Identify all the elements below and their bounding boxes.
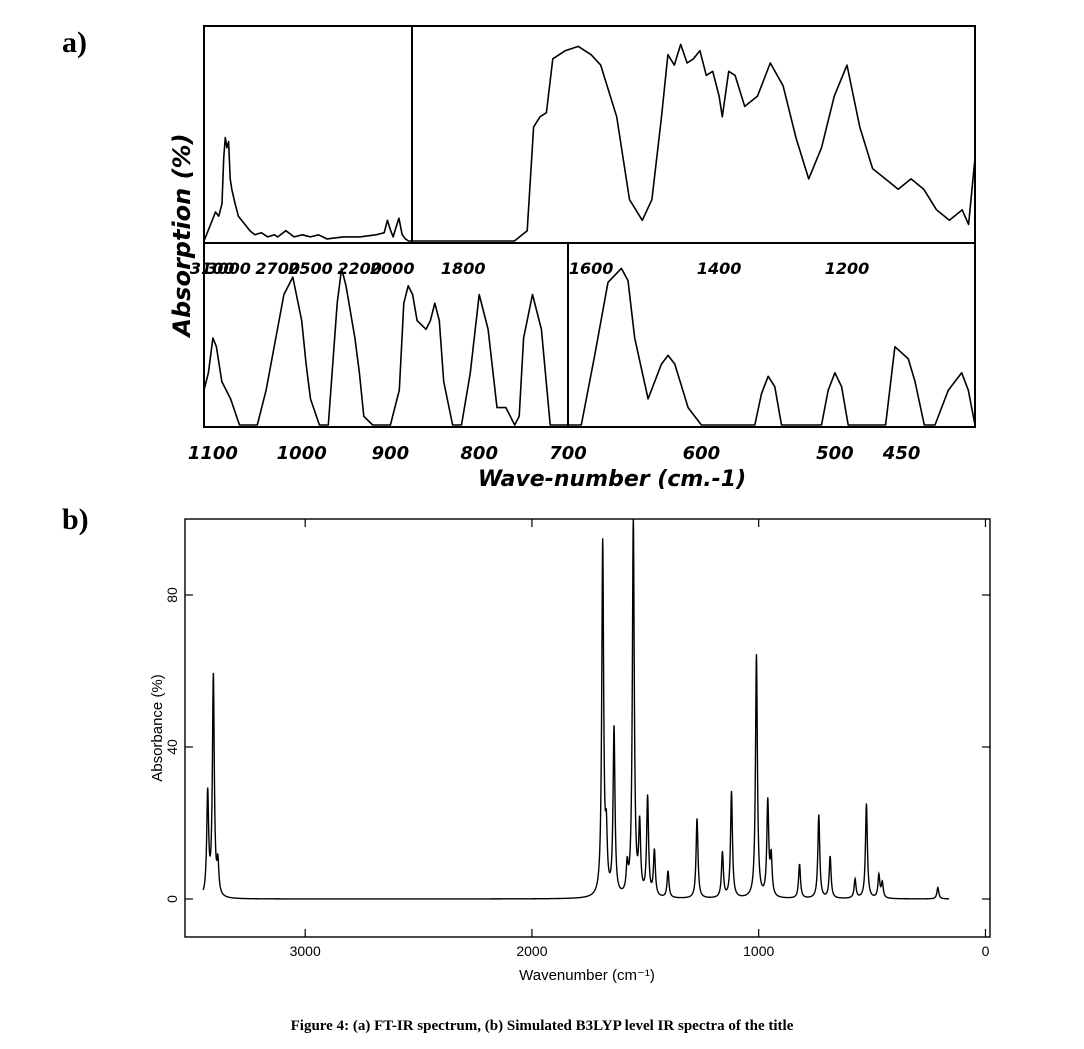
ftir-tick-label: 2200 bbox=[337, 259, 382, 278]
simulated-ir-ticks: 3000 2000 1000 0 0 40 80 bbox=[164, 519, 990, 959]
ftir-tick-label: 1400 bbox=[697, 259, 742, 278]
ftir-tick-label: 2500 bbox=[288, 259, 333, 278]
figure-caption: Figure 4: (a) FT-IR spectrum, (b) Simula… bbox=[290, 1018, 794, 1034]
simulated-ir-frame-rect bbox=[184, 518, 991, 938]
panel-label-b: b) bbox=[62, 503, 89, 536]
y-tick-label: 40 bbox=[164, 739, 180, 755]
x-tick-label: 1000 bbox=[743, 943, 774, 959]
ftir-tick-label: 600 bbox=[683, 443, 721, 464]
panel-label-a: a) bbox=[62, 26, 87, 59]
ftir-tick-label: 3000 bbox=[206, 259, 251, 278]
simulated-ir-x-axis-label: Wavenumber (cm⁻¹) bbox=[519, 967, 655, 984]
ftir-tick-label: 450 bbox=[882, 443, 921, 464]
ftir-tick-label: 2000 bbox=[370, 259, 415, 278]
simulated-ir-spectrum-line bbox=[202, 518, 950, 900]
ftir-tick-label: 900 bbox=[372, 443, 410, 464]
y-tick-label: 0 bbox=[164, 895, 180, 903]
x-tick-label: 3000 bbox=[290, 943, 321, 959]
ftir-tick-label: 500 bbox=[816, 443, 854, 464]
ftir-tick-label: 1800 bbox=[441, 259, 486, 278]
ftir-tick-label: 800 bbox=[460, 443, 498, 464]
ftir-tick-label: 1200 bbox=[825, 259, 870, 278]
ftir-tick-label: 3100 bbox=[190, 259, 235, 278]
ftir-series-1100-700 bbox=[203, 267, 568, 426]
ftir-series-1800-1000 bbox=[412, 43, 976, 242]
ftir-tick-label: 1000 bbox=[277, 443, 327, 464]
ftir-series-3200-2000 bbox=[203, 136, 412, 242]
ftir-series-700-400 bbox=[568, 267, 976, 426]
x-tick-label: 0 bbox=[982, 943, 990, 959]
ftir-y-axis-label: Absorption (%) bbox=[168, 133, 196, 338]
simulated-ir-plot-frame bbox=[184, 518, 991, 938]
ftir-outer-frame bbox=[203, 25, 976, 428]
ftir-x-axis-label: Wave-number (cm.-1) bbox=[478, 467, 746, 492]
ftir-tick-label: 700 bbox=[549, 443, 587, 464]
x-tick-label: 2000 bbox=[516, 943, 547, 959]
ftir-spectrum-lines bbox=[203, 43, 976, 426]
simulated-ir-y-axis-label: Absorbance (%) bbox=[149, 674, 166, 782]
y-tick-label: 80 bbox=[164, 587, 180, 603]
ftir-tick-label: 2700 bbox=[255, 259, 300, 278]
ftir-plot-frames bbox=[203, 25, 976, 428]
ftir-tick-label: 1100 bbox=[188, 443, 238, 464]
ftir-tick-label: 1600 bbox=[569, 259, 614, 278]
